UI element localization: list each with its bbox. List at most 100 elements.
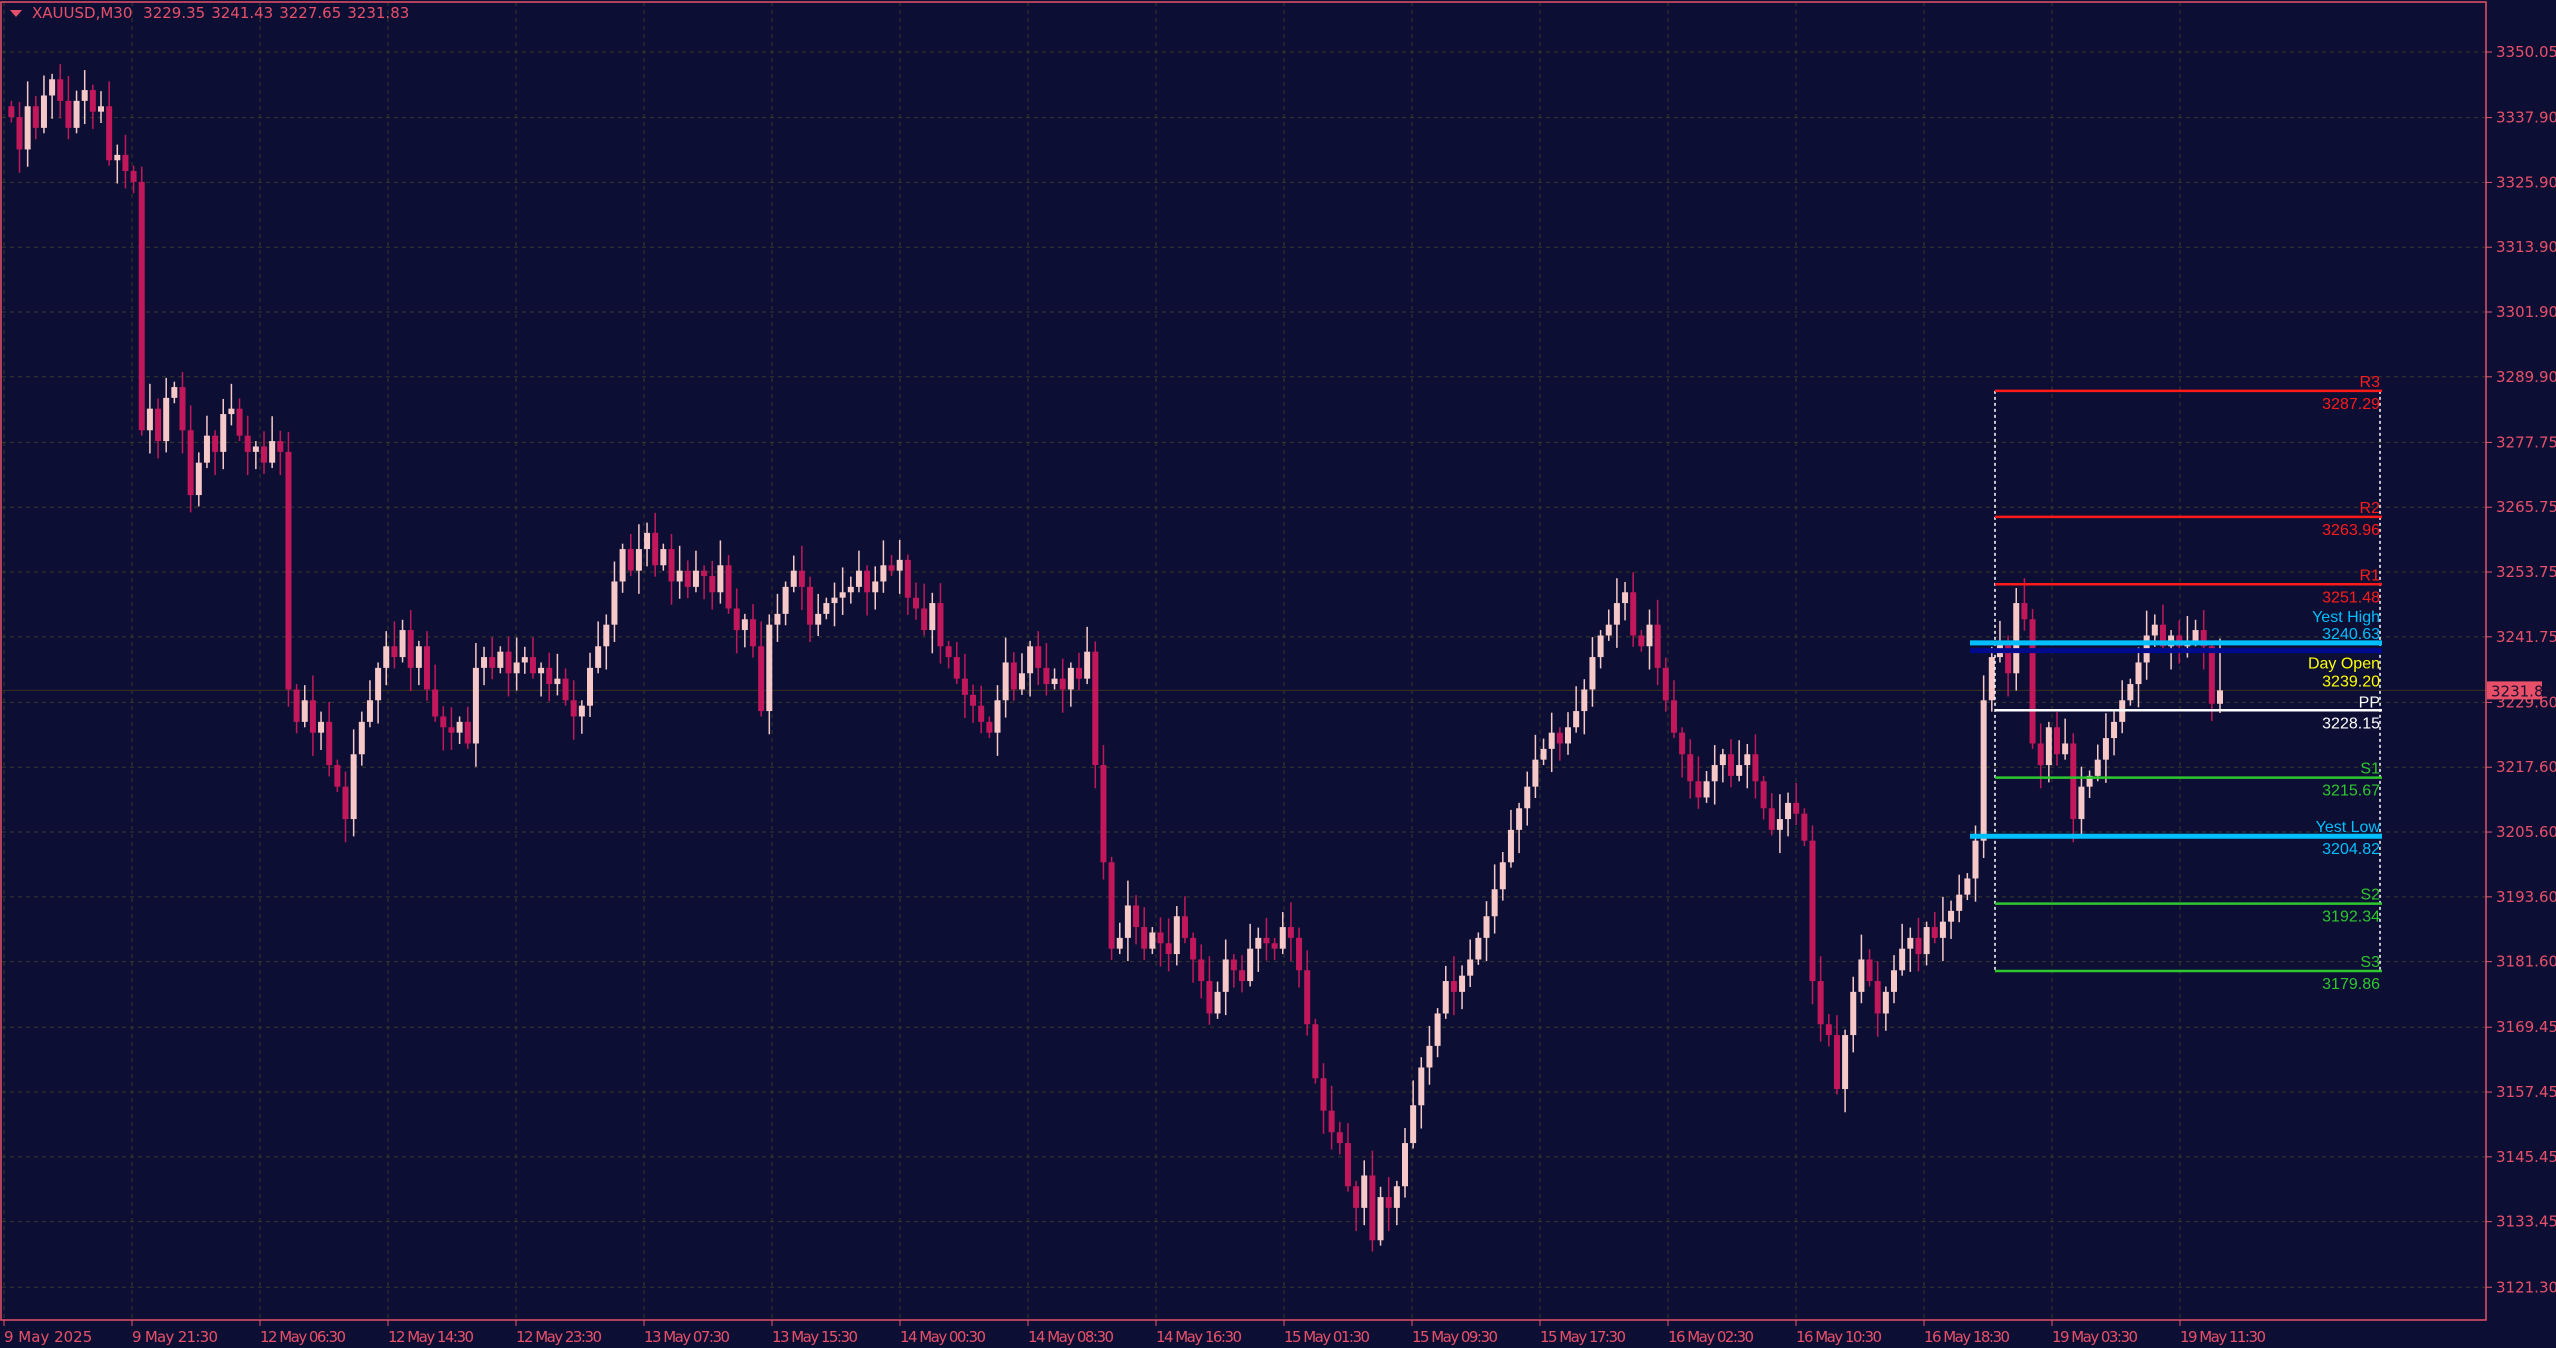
candle: [1785, 792, 1792, 837]
candle: [505, 636, 512, 697]
candle: [1581, 679, 1588, 735]
candle-body: [1597, 635, 1604, 658]
candle: [187, 405, 194, 513]
candle: [904, 554, 911, 615]
candle: [2029, 609, 2036, 749]
chart-frame: [0, 1, 2487, 1321]
candle-body: [98, 106, 104, 112]
candle-body: [1035, 646, 1042, 668]
candle: [1654, 599, 1661, 686]
candle: [1768, 793, 1775, 836]
candle-body: [1483, 916, 1490, 938]
candle-body: [1450, 981, 1457, 992]
r2-label: R2: [2360, 500, 2381, 517]
candle: [1018, 653, 1025, 695]
candle-body: [692, 570, 699, 587]
candle-body: [2135, 662, 2142, 685]
candle: [106, 81, 113, 166]
s1-label: S1: [2360, 761, 2380, 778]
candle-body: [1157, 932, 1164, 944]
candle-body: [1768, 808, 1775, 830]
candle: [1434, 1008, 1441, 1058]
candle-body: [8, 106, 15, 118]
candle: [269, 416, 276, 469]
candle-body: [2111, 721, 2118, 739]
x-tick-label: 12 May 06:30: [260, 1328, 346, 1346]
candle: [546, 652, 553, 702]
candle-body: [220, 414, 227, 452]
candle-body: [163, 397, 170, 442]
candle-body: [1499, 862, 1506, 890]
candle: [293, 684, 300, 734]
collapse-triangle-icon[interactable]: [10, 10, 22, 17]
candle-body: [1964, 878, 1971, 895]
candle-body: [766, 624, 773, 712]
candle: [1817, 956, 1824, 1042]
candle: [1214, 981, 1221, 1019]
candle: [1206, 956, 1213, 1025]
x-tick-label: 15 May 09:30: [1412, 1328, 1498, 1346]
candle: [1980, 675, 1987, 858]
candle-body: [1426, 1045, 1433, 1068]
candle-body: [1931, 927, 1938, 938]
candle-body: [2054, 727, 2060, 755]
candle: [1719, 748, 1726, 783]
candle: [929, 592, 936, 654]
candle: [342, 771, 349, 843]
candle-body: [937, 603, 944, 647]
candle: [2021, 578, 2028, 631]
y-tick-label: 3350.05: [2496, 43, 2556, 61]
candle: [668, 533, 675, 605]
candle-body: [701, 570, 708, 577]
candle: [399, 619, 406, 663]
candle-body: [2029, 619, 2036, 744]
candle: [1393, 1180, 1400, 1226]
candle-body: [187, 430, 194, 496]
candle-body: [929, 603, 936, 631]
candle: [1141, 907, 1148, 961]
candle: [220, 398, 227, 470]
candle-body: [1817, 981, 1824, 1025]
y-tick-label: 3289.90: [2496, 368, 2556, 386]
candle: [1133, 895, 1140, 945]
candle-body: [904, 559, 911, 598]
candle: [138, 166, 145, 436]
candle: [619, 543, 626, 593]
candle: [937, 583, 944, 664]
candle: [212, 430, 219, 476]
candle: [2135, 647, 2142, 708]
s3-value: 3179.86: [2322, 976, 2380, 993]
candle-body: [1646, 624, 1653, 647]
candle-body: [823, 603, 830, 614]
ohlc-low: 3227.65: [279, 4, 342, 22]
candle: [1622, 582, 1629, 621]
candle: [635, 524, 642, 594]
candle-body: [1116, 937, 1123, 949]
candle-body: [1165, 943, 1172, 955]
candle: [1882, 986, 1889, 1031]
candle-body: [1418, 1067, 1425, 1106]
candle: [1108, 856, 1115, 961]
candle-body: [1760, 781, 1767, 809]
candle: [1239, 955, 1245, 993]
candle-body: [570, 700, 577, 717]
candle: [277, 430, 284, 476]
candle: [839, 567, 846, 615]
candle: [155, 398, 162, 459]
y-tick-label: 3169.45: [2496, 1018, 2556, 1036]
candle-body: [807, 586, 814, 625]
candle: [1076, 652, 1082, 691]
candle: [1296, 927, 1303, 988]
candle: [725, 555, 732, 614]
candle-body: [774, 613, 781, 625]
candle-body: [309, 700, 316, 733]
candle-body: [16, 117, 23, 150]
candle-body: [2217, 690, 2223, 704]
candle-body: [1540, 748, 1547, 760]
s2-value: 3192.34: [2322, 909, 2380, 926]
x-tick-label: 14 May 16:30: [1156, 1328, 1242, 1346]
candle-body: [2062, 743, 2069, 755]
candle: [146, 383, 153, 454]
candle: [644, 522, 651, 567]
